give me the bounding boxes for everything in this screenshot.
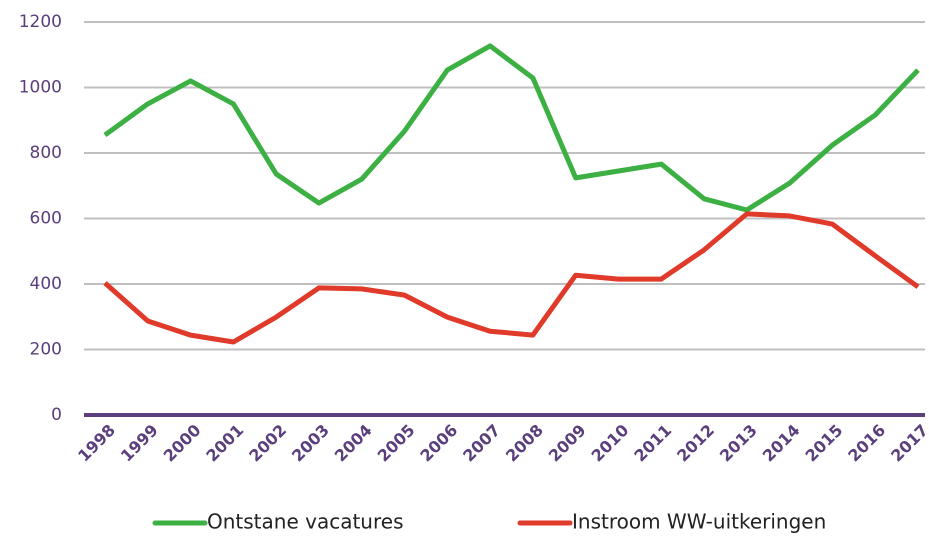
y-tick-label: 600 (30, 209, 62, 229)
x-tick-label: 2004 (331, 421, 376, 466)
x-tick-label: 2015 (802, 421, 847, 466)
x-tick-label: 2000 (160, 421, 205, 466)
x-tick-label: 2003 (288, 421, 333, 466)
legend-label: Ontstane vacatures (207, 510, 403, 534)
x-tick-label: 2012 (673, 421, 718, 466)
x-tick-label: 2002 (245, 421, 290, 466)
x-tick-label: 2010 (588, 421, 633, 466)
x-tick-label: 2006 (416, 421, 461, 466)
x-tick-label: 2017 (887, 421, 929, 466)
x-tick-label: 2005 (374, 421, 419, 466)
series-line (103, 43, 920, 213)
y-tick-label: 1000 (19, 78, 62, 98)
x-tick-label: 2001 (202, 421, 247, 466)
x-tick-label: 2013 (716, 421, 761, 466)
y-tick-label: 800 (30, 143, 62, 163)
x-tick-label: 2007 (459, 421, 504, 466)
y-tick-label: 0 (51, 405, 62, 425)
x-tick-label: 1998 (74, 421, 119, 466)
y-tick-label: 200 (30, 340, 62, 360)
legend-label: Instroom WW-uitkeringen (572, 510, 826, 534)
x-tick-label: 2008 (502, 421, 547, 466)
y-tick-label: 1200 (19, 12, 62, 32)
x-tick-label: 2014 (759, 421, 804, 466)
x-tick-label: 2011 (630, 421, 675, 466)
x-tick-label: 1999 (117, 421, 162, 466)
x-tick-label: 2016 (844, 421, 889, 466)
series-line (103, 211, 920, 345)
x-tick-label: 2009 (545, 421, 590, 466)
y-tick-label: 400 (30, 274, 62, 294)
